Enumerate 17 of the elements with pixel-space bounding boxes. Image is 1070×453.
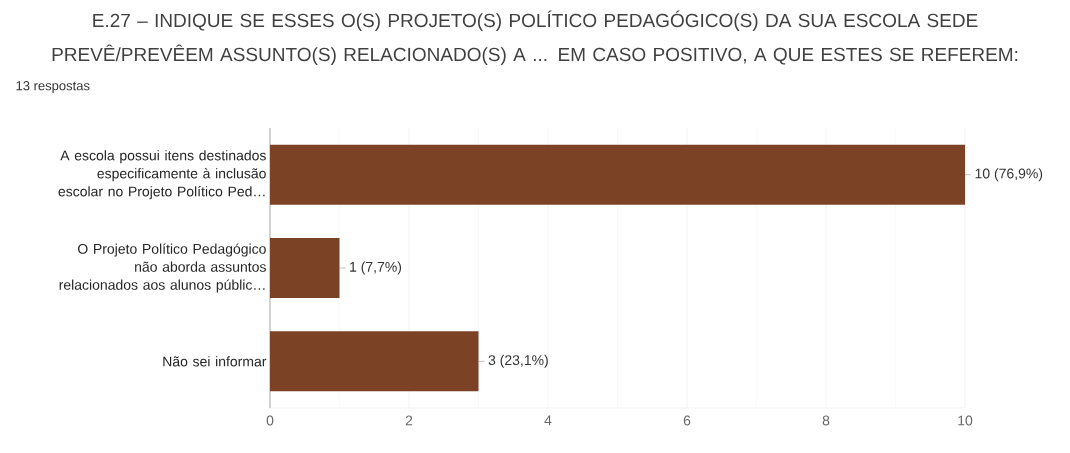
data-label: 10 (76,9%) <box>975 168 1043 182</box>
x-tick-label: 10 <box>958 415 973 426</box>
x-tick-label: 6 <box>683 415 691 426</box>
data-label: 1 (7,7%) <box>350 261 402 275</box>
x-tick-label: 0 <box>266 415 274 426</box>
bar <box>270 238 340 299</box>
x-tick-label: 2 <box>405 415 413 426</box>
y-tick-label: Não sei informar <box>163 356 267 367</box>
bar <box>270 331 479 392</box>
data-label: 3 (23,1%) <box>488 354 548 368</box>
y-tick-label: A escola possui itens destinados especificamente à inclusão escolar no Projeto Político Ped… <box>58 150 266 200</box>
bar <box>270 144 966 205</box>
y-tick-label: O Projeto Político Pedagógico não aborda assuntos relacionados aos alunos públic… <box>59 243 266 293</box>
x-tick-label: 4 <box>544 415 552 426</box>
x-tick-label: 8 <box>822 415 830 426</box>
text: 13 respostas <box>16 81 90 93</box>
chart-title: E.27 – INDIQUE SE ESSES O(S) PROJETO(S) POLÍTICO PEDAGÓGICO(S) DA SUA ESCOLA SEDE PREVÊ/PREVÊEM ASSUNTO(S) RELACIONADO(S) A ... EM CASO POSITIVO, A QUE ESTES SE REFEREM: <box>52 10 1018 65</box>
